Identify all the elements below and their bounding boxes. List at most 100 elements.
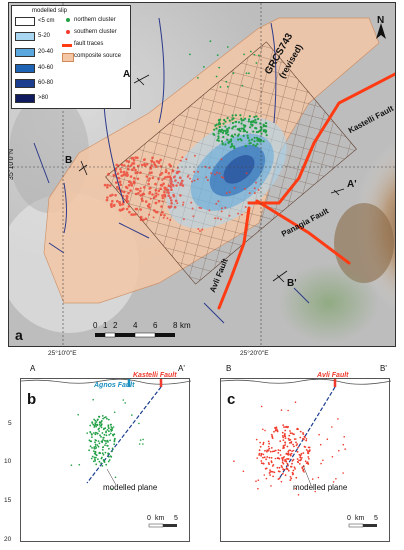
red-event <box>286 462 289 465</box>
red-event <box>260 462 263 465</box>
red-event <box>305 449 308 451</box>
legend-swatch-6 <box>15 94 35 103</box>
northern-event <box>258 139 261 143</box>
northern-event <box>254 118 257 121</box>
southern-event <box>155 192 158 195</box>
northern-event <box>264 131 267 134</box>
southern-event <box>169 185 173 189</box>
red-event <box>289 479 292 481</box>
southern-event <box>159 173 162 177</box>
southern-event <box>174 199 178 203</box>
red-event <box>296 450 299 453</box>
scale-unit: km <box>180 321 191 330</box>
green-event <box>113 440 116 443</box>
southern-event <box>161 200 164 203</box>
northern-event <box>252 130 255 133</box>
red-event <box>307 462 309 465</box>
southern-event <box>140 215 143 219</box>
southern-event <box>244 206 247 208</box>
southern-event <box>179 159 182 162</box>
southern-event <box>174 179 177 182</box>
southern-event <box>154 201 158 205</box>
red-event <box>288 449 291 452</box>
depth-10: 10 <box>4 458 12 465</box>
northern-event <box>216 139 219 142</box>
southern-event <box>121 202 125 206</box>
northern-event <box>249 50 252 53</box>
southern-event <box>105 198 109 202</box>
northern-event <box>249 120 252 123</box>
southern-event <box>173 205 177 209</box>
red-event <box>284 426 287 428</box>
red-event <box>274 429 277 432</box>
c-right-end: B' <box>380 364 387 373</box>
southern-event <box>127 205 131 208</box>
green-event <box>105 440 107 442</box>
northern-event <box>232 135 235 138</box>
red-event <box>301 467 304 470</box>
southern-event <box>156 210 159 214</box>
southern-event <box>112 173 116 177</box>
southern-event <box>143 186 146 189</box>
southern-event <box>157 199 161 203</box>
southern-event <box>179 176 182 179</box>
c-scale-5: 5 <box>374 515 378 522</box>
southern-event <box>241 213 243 216</box>
northern-event <box>262 123 265 126</box>
red-event <box>292 449 295 452</box>
northern-event <box>223 118 226 122</box>
red-event <box>271 465 274 467</box>
red-event <box>270 460 273 463</box>
green-event <box>109 439 111 442</box>
red-event <box>292 458 295 461</box>
green-event <box>100 426 103 429</box>
red-event <box>275 426 278 429</box>
red-event <box>285 452 288 455</box>
red-event <box>344 448 346 450</box>
northern-event <box>218 125 221 129</box>
southern-event <box>148 177 151 180</box>
southern-event <box>199 230 201 232</box>
southern-event <box>213 173 216 176</box>
green-event <box>94 422 97 425</box>
southern-event <box>193 179 196 182</box>
northern-event <box>221 143 224 146</box>
northern-event <box>213 133 216 136</box>
southern-event <box>174 175 176 178</box>
southern-event <box>160 205 163 208</box>
northern-event <box>240 119 243 122</box>
southern-event <box>152 216 155 219</box>
northern-event <box>255 136 259 139</box>
northern-event <box>189 53 191 56</box>
red-event <box>298 463 301 465</box>
southern-event <box>154 165 158 168</box>
southern-event <box>215 202 218 205</box>
southern-event <box>125 186 129 190</box>
northern-event <box>248 72 250 75</box>
green-event <box>93 447 96 450</box>
southern-event <box>219 218 222 221</box>
latitude-label: 35°10'0"N <box>8 148 16 181</box>
southern-event <box>178 170 181 173</box>
red-event <box>288 442 291 444</box>
southern-event <box>257 188 260 191</box>
green-event <box>107 424 110 427</box>
red-event <box>284 437 287 439</box>
southern-event <box>129 164 133 167</box>
southern-event <box>114 193 117 197</box>
southern-event <box>127 164 130 168</box>
green-event <box>142 438 144 441</box>
green-event <box>95 431 97 434</box>
southern-event <box>119 168 122 171</box>
panagia-fault-trace <box>255 199 351 265</box>
green-event <box>101 432 104 434</box>
red-event <box>342 443 345 446</box>
southern-event <box>159 183 163 187</box>
northern-event <box>231 114 234 117</box>
green-event <box>102 417 104 420</box>
green-event <box>102 446 104 449</box>
red-event <box>299 454 302 457</box>
c-left-end: B <box>226 364 232 373</box>
southern-event <box>220 158 223 161</box>
red-event <box>267 462 270 464</box>
